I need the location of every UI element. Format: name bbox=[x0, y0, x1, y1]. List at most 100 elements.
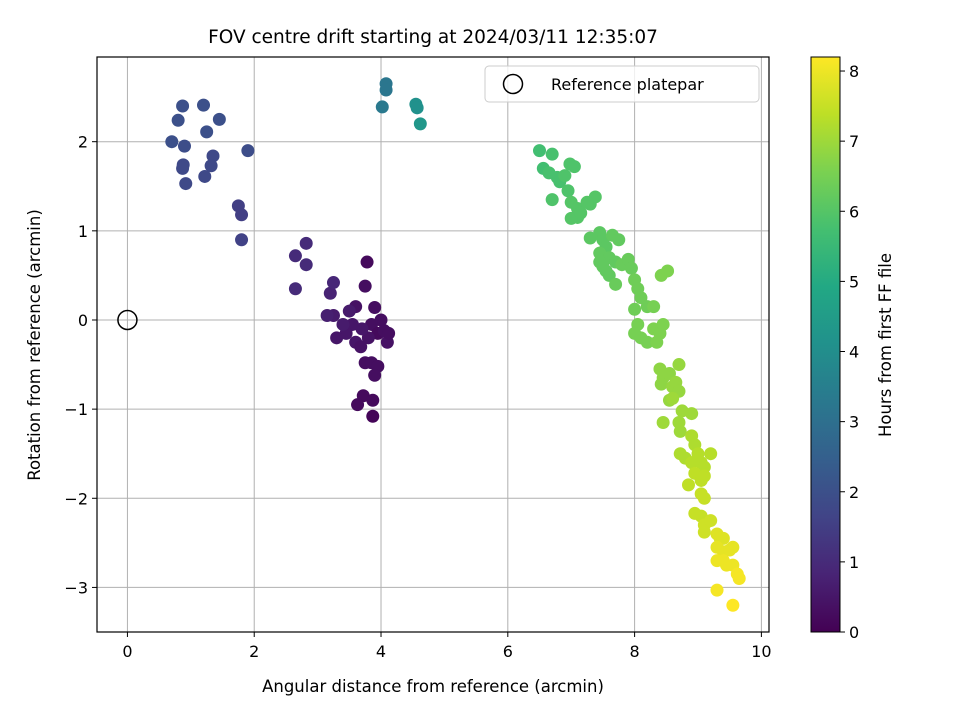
data-point bbox=[654, 377, 668, 391]
data-point bbox=[697, 469, 711, 483]
data-point bbox=[235, 233, 249, 247]
legend-box bbox=[484, 65, 760, 103]
y-tick-label: 2 bbox=[78, 133, 88, 152]
colorbar-tick-label: 0 bbox=[849, 623, 859, 642]
data-point bbox=[375, 100, 389, 114]
data-point bbox=[545, 193, 559, 207]
y-tick-label: −3 bbox=[64, 578, 88, 597]
data-point bbox=[661, 264, 675, 278]
data-point bbox=[288, 249, 302, 263]
y-tick-label: 0 bbox=[78, 311, 88, 330]
colorbar-tick-label: 4 bbox=[849, 343, 859, 362]
colorbar-label: Hours from first FF file bbox=[876, 253, 895, 437]
data-point bbox=[628, 302, 642, 316]
x-tick-label: 4 bbox=[376, 642, 386, 661]
data-point bbox=[410, 101, 424, 115]
data-point bbox=[593, 255, 607, 269]
data-point bbox=[656, 416, 670, 430]
colorbar-tick-label: 1 bbox=[849, 553, 859, 572]
data-point bbox=[299, 258, 313, 272]
data-point bbox=[697, 491, 711, 505]
x-tick-label: 8 bbox=[630, 642, 640, 661]
x-tick-label: 0 bbox=[122, 642, 132, 661]
data-point bbox=[704, 447, 718, 461]
data-point bbox=[368, 301, 382, 315]
data-point bbox=[326, 276, 340, 290]
data-point bbox=[681, 478, 695, 492]
data-point bbox=[673, 424, 687, 438]
data-point bbox=[212, 112, 226, 126]
data-point bbox=[656, 317, 670, 331]
data-point bbox=[624, 261, 638, 275]
data-point bbox=[697, 460, 711, 474]
data-point bbox=[533, 144, 547, 158]
plot-frame bbox=[96, 56, 770, 633]
colorbar-gradient bbox=[810, 56, 841, 633]
data-point bbox=[299, 236, 313, 250]
data-point bbox=[354, 340, 368, 354]
data-point bbox=[351, 398, 365, 412]
data-point bbox=[413, 117, 427, 131]
data-point bbox=[726, 598, 740, 612]
chart-title: FOV centre drift starting at 2024/03/11 … bbox=[208, 27, 658, 48]
x-axis-ticks: 0 2 4 6 8 10 bbox=[122, 632, 772, 661]
data-point bbox=[176, 99, 190, 113]
data-point bbox=[323, 286, 337, 300]
colorbar-tick-label: 2 bbox=[849, 483, 859, 502]
y-tick-label: 1 bbox=[78, 222, 88, 241]
y-tick-label: −1 bbox=[64, 400, 88, 419]
x-tick-label: 6 bbox=[503, 642, 513, 661]
data-point bbox=[710, 540, 724, 554]
data-point bbox=[688, 506, 702, 520]
data-point bbox=[609, 277, 623, 291]
data-point bbox=[382, 326, 396, 340]
data-point bbox=[580, 195, 594, 209]
data-point bbox=[379, 83, 393, 97]
y-tick-label: −2 bbox=[64, 489, 88, 508]
data-point bbox=[567, 160, 581, 174]
data-point bbox=[366, 409, 380, 423]
data-point bbox=[558, 169, 572, 183]
data-point bbox=[647, 300, 661, 314]
data-point bbox=[330, 331, 344, 345]
data-point bbox=[200, 125, 214, 139]
data-point bbox=[342, 304, 356, 318]
data-point bbox=[685, 407, 699, 421]
colorbar-tick-label: 8 bbox=[849, 62, 859, 81]
data-point bbox=[732, 572, 746, 586]
data-point bbox=[672, 358, 686, 372]
data-point bbox=[358, 279, 372, 293]
colorbar-tick-label: 7 bbox=[849, 132, 859, 151]
data-point bbox=[206, 149, 220, 163]
colorbar-tick-label: 6 bbox=[849, 202, 859, 221]
colorbar-tick-label: 3 bbox=[849, 413, 859, 432]
data-point bbox=[241, 144, 255, 158]
data-point bbox=[640, 335, 654, 349]
colorbar: 0 1 2 3 4 5 6 7 8 Hours from first FF file bbox=[810, 56, 895, 642]
colorbar-ticks: 0 1 2 3 4 5 6 7 8 bbox=[840, 62, 859, 642]
data-point bbox=[165, 135, 179, 149]
data-point bbox=[320, 309, 334, 323]
data-point bbox=[564, 211, 578, 225]
data-point bbox=[710, 583, 724, 597]
data-point bbox=[198, 169, 212, 183]
data-point bbox=[650, 335, 664, 349]
data-point bbox=[336, 317, 350, 331]
data-point bbox=[177, 139, 191, 153]
grid-lines bbox=[97, 57, 769, 632]
data-point bbox=[574, 206, 588, 220]
x-tick-label: 2 bbox=[249, 642, 259, 661]
data-point bbox=[612, 233, 626, 247]
legend-entry: Reference platepar bbox=[551, 75, 704, 94]
data-point bbox=[171, 113, 185, 127]
x-axis-label: Angular distance from reference (arcmin) bbox=[262, 677, 604, 696]
data-point bbox=[368, 368, 382, 382]
data-point bbox=[204, 159, 218, 173]
data-point bbox=[360, 255, 374, 269]
data-point bbox=[179, 177, 193, 191]
data-point bbox=[583, 231, 597, 245]
data-point bbox=[704, 514, 718, 528]
y-axis-label: Rotation from reference (arcmin) bbox=[25, 209, 44, 481]
data-point bbox=[374, 313, 388, 327]
